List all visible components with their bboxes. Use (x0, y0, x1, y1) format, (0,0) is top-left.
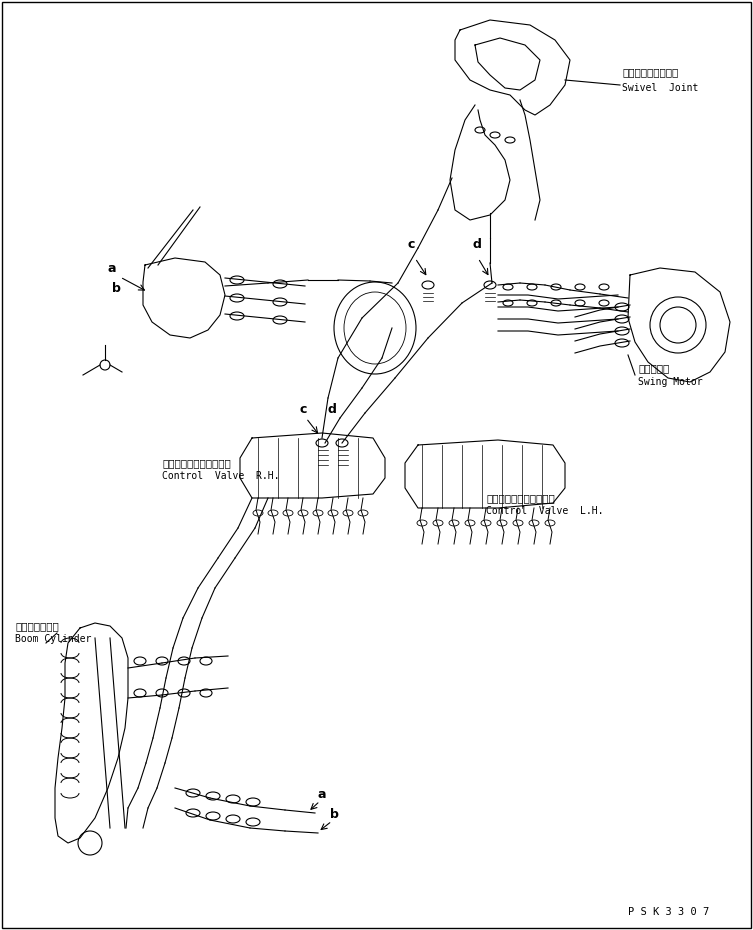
Text: c: c (408, 238, 416, 251)
Text: b: b (112, 282, 121, 295)
Text: d: d (328, 403, 337, 416)
Text: Boom Cylinder: Boom Cylinder (15, 634, 91, 644)
Text: P S K 3 3 0 7: P S K 3 3 0 7 (628, 907, 709, 917)
Text: a: a (108, 262, 117, 275)
Text: 旋回モータ: 旋回モータ (638, 363, 669, 373)
Text: Swivel  Joint: Swivel Joint (622, 83, 698, 93)
Text: スイベルジョイント: スイベルジョイント (622, 67, 678, 77)
Text: b: b (330, 808, 339, 821)
Text: c: c (300, 403, 307, 416)
Text: コントロールバルブ左側: コントロールバルブ左側 (486, 493, 555, 503)
Text: コントロールバルブ右側: コントロールバルブ右側 (162, 458, 230, 468)
Text: Swing Motor: Swing Motor (638, 377, 703, 387)
Text: d: d (473, 238, 482, 251)
Text: ブームシリンダ: ブームシリンダ (15, 621, 59, 631)
Text: a: a (318, 788, 327, 801)
Text: Control  Valve  L.H.: Control Valve L.H. (486, 506, 603, 516)
Text: Control  Valve  R.H.: Control Valve R.H. (162, 471, 279, 481)
